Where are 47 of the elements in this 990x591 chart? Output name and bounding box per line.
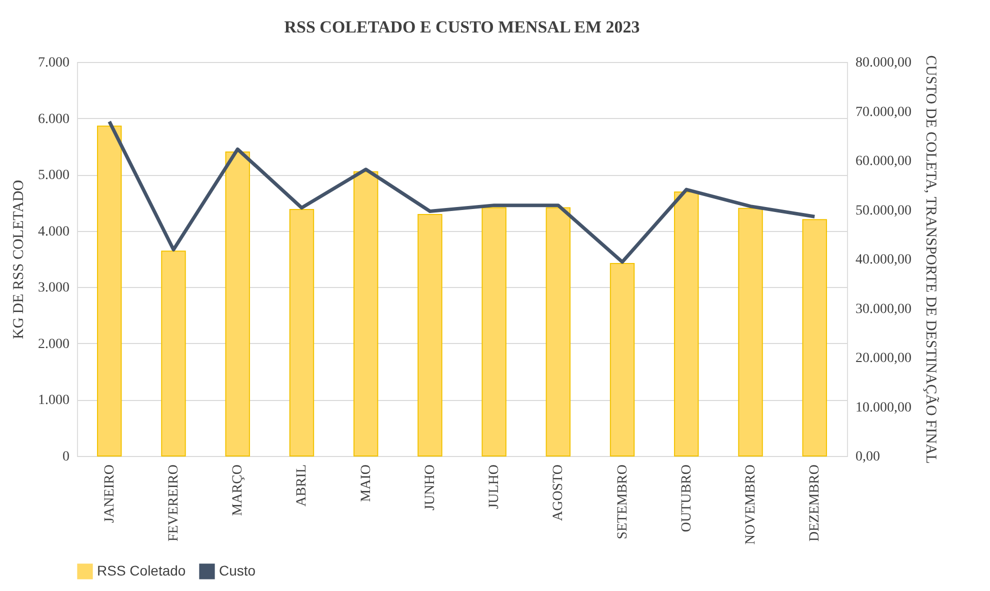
x-tick-label: NOVEMBRO — [744, 464, 759, 545]
bar — [482, 207, 506, 456]
x-tick-label: AGOSTO — [551, 464, 566, 522]
y2-tick-label: 10.000,00 — [856, 400, 912, 416]
x-tick-label: SETEMBRO — [615, 464, 630, 540]
x-tick-label: ABRIL — [294, 464, 310, 506]
y2-tick-label: 0,00 — [856, 450, 880, 464]
y2-tick-label: 50.000,00 — [856, 203, 912, 218]
bar — [802, 219, 827, 456]
bar — [161, 250, 186, 456]
y-tick-label: 5.000 — [38, 168, 70, 184]
y2-tick-label: 20.000,00 — [856, 351, 912, 366]
bar — [738, 208, 763, 456]
chart-title: RSS COLETADO E CUSTO MENSAL EM 2023 — [284, 18, 640, 37]
y-tick-label: 0 — [62, 450, 70, 464]
bar — [353, 171, 378, 456]
y-tick-label: 3.000 — [38, 280, 70, 296]
y2-tick-label: 30.000,00 — [856, 302, 912, 317]
bar — [674, 192, 699, 456]
bar — [610, 263, 635, 456]
line-series — [108, 120, 816, 264]
y-tick-label: 4.000 — [38, 224, 70, 240]
bar — [97, 126, 122, 456]
x-tick-label: MARÇO — [230, 464, 246, 516]
y-axis-title: KG DE RSS COLETADO — [11, 180, 27, 340]
bar — [225, 152, 250, 456]
x-tick-label: JUNHO — [422, 464, 438, 510]
y-tick-label: 2.000 — [38, 336, 70, 352]
y2-tick-label: 70.000,00 — [856, 104, 912, 120]
bar — [418, 214, 442, 456]
x-tick-label: FEVEREIRO — [166, 464, 182, 542]
x-tick-label: JANEIRO — [102, 464, 118, 523]
x-tick-label: OUTUBRO — [679, 464, 694, 532]
x-tick-label: MAIO — [358, 464, 374, 502]
y2-tick-label: 80.000,00 — [856, 56, 912, 70]
y2-tick-label: 60.000,00 — [856, 154, 912, 169]
bar — [289, 208, 314, 456]
y-tick-label: 1.000 — [38, 393, 70, 408]
y-tick-label: 7.000 — [38, 56, 70, 70]
y2-tick-label: 40.000,00 — [856, 252, 912, 268]
legend-label: RSS Coletado — [97, 562, 186, 578]
x-tick-label: DEZEMBRO — [808, 464, 823, 542]
legend-label: Custo — [219, 562, 256, 578]
x-tick-label: JULHO — [487, 464, 502, 509]
bar — [546, 207, 571, 456]
y2-axis-title: CUSTO DE COLETA, TRANSPORTE DE DESTINAÇÃO FINAL — [922, 55, 940, 464]
y-tick-label: 6.000 — [38, 112, 70, 127]
